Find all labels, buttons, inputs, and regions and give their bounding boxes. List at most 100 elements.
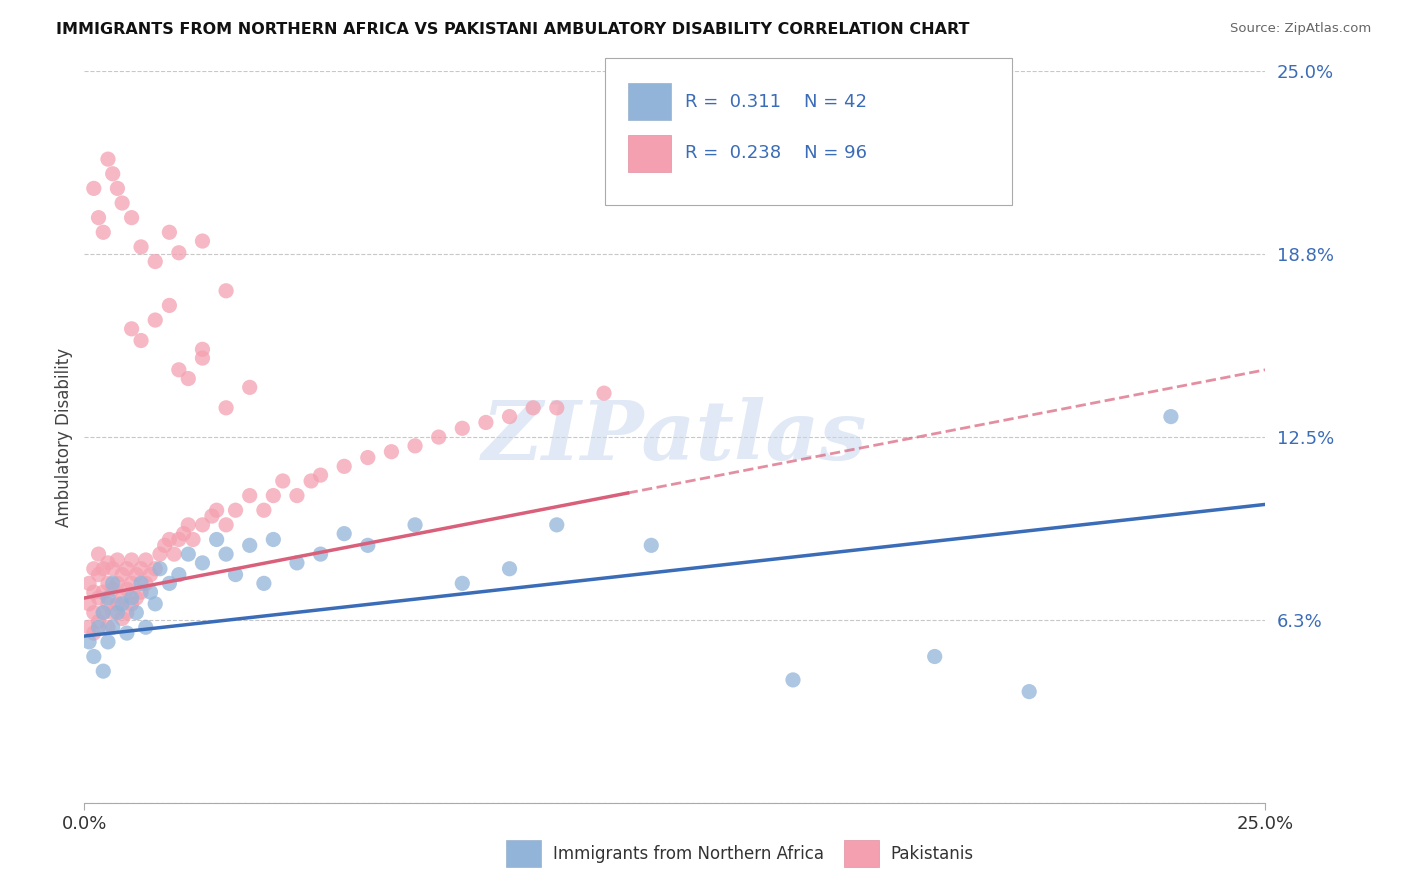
Text: Immigrants from Northern Africa: Immigrants from Northern Africa bbox=[553, 845, 824, 863]
Point bbox=[357, 538, 380, 552]
Point bbox=[135, 553, 157, 567]
Point bbox=[546, 517, 568, 532]
Point bbox=[107, 597, 129, 611]
Point bbox=[163, 547, 186, 561]
Point bbox=[451, 421, 474, 435]
Point bbox=[135, 620, 157, 634]
Text: Pakistanis: Pakistanis bbox=[890, 845, 973, 863]
Point bbox=[107, 181, 129, 195]
Point bbox=[111, 597, 134, 611]
Point bbox=[115, 626, 138, 640]
Point bbox=[299, 474, 322, 488]
Point bbox=[239, 489, 262, 503]
Point bbox=[107, 576, 129, 591]
Point bbox=[167, 245, 190, 260]
Point bbox=[498, 562, 520, 576]
Point bbox=[77, 620, 100, 634]
Point bbox=[97, 635, 120, 649]
Point bbox=[121, 211, 143, 225]
Point bbox=[225, 567, 247, 582]
Point bbox=[121, 591, 143, 605]
Point bbox=[83, 606, 105, 620]
Y-axis label: Ambulatory Disability: Ambulatory Disability bbox=[55, 348, 73, 526]
Point bbox=[191, 351, 214, 365]
Point bbox=[83, 181, 105, 195]
Point bbox=[225, 503, 247, 517]
Point bbox=[191, 234, 214, 248]
Point bbox=[167, 567, 190, 582]
Point bbox=[143, 562, 166, 576]
Point bbox=[87, 591, 110, 605]
Point bbox=[83, 562, 105, 576]
Text: Source: ZipAtlas.com: Source: ZipAtlas.com bbox=[1230, 22, 1371, 36]
Point bbox=[157, 533, 180, 547]
Point bbox=[125, 591, 148, 605]
Point bbox=[262, 533, 284, 547]
Point bbox=[111, 611, 134, 625]
Point bbox=[309, 547, 332, 561]
Point bbox=[107, 553, 129, 567]
Point bbox=[83, 649, 105, 664]
Point bbox=[97, 576, 120, 591]
Point bbox=[87, 567, 110, 582]
Point bbox=[87, 615, 110, 629]
Point bbox=[451, 576, 474, 591]
Point bbox=[135, 576, 157, 591]
Point bbox=[77, 635, 100, 649]
Point bbox=[167, 363, 190, 377]
Point bbox=[91, 606, 114, 620]
Point bbox=[91, 606, 114, 620]
Point bbox=[205, 503, 228, 517]
Point bbox=[125, 567, 148, 582]
Text: R =  0.238    N = 96: R = 0.238 N = 96 bbox=[685, 145, 866, 162]
Text: IMMIGRANTS FROM NORTHERN AFRICA VS PAKISTANI AMBULATORY DISABILITY CORRELATION C: IMMIGRANTS FROM NORTHERN AFRICA VS PAKIS… bbox=[56, 22, 970, 37]
Point bbox=[924, 649, 946, 664]
Text: R =  0.311    N = 42: R = 0.311 N = 42 bbox=[685, 93, 866, 111]
Point bbox=[139, 585, 162, 599]
Point bbox=[205, 533, 228, 547]
Point bbox=[87, 620, 110, 634]
Point bbox=[191, 343, 214, 357]
Point bbox=[125, 606, 148, 620]
Point bbox=[271, 474, 294, 488]
Point bbox=[139, 567, 162, 582]
Point bbox=[404, 517, 426, 532]
Point bbox=[215, 284, 238, 298]
Point bbox=[101, 606, 124, 620]
Point bbox=[201, 509, 224, 524]
Point bbox=[111, 567, 134, 582]
Point bbox=[215, 401, 238, 415]
Point bbox=[115, 562, 138, 576]
Point bbox=[101, 167, 124, 181]
Point bbox=[91, 585, 114, 599]
Point bbox=[83, 626, 105, 640]
Point bbox=[97, 591, 120, 605]
Point bbox=[153, 538, 176, 552]
Point bbox=[97, 152, 120, 166]
Point bbox=[143, 597, 166, 611]
Point bbox=[285, 556, 308, 570]
Point bbox=[593, 386, 616, 401]
Point bbox=[1018, 684, 1040, 698]
Point bbox=[1160, 409, 1182, 424]
Point bbox=[121, 597, 143, 611]
Point bbox=[640, 538, 662, 552]
Point bbox=[239, 538, 262, 552]
Point bbox=[83, 585, 105, 599]
Point bbox=[111, 591, 134, 605]
Point bbox=[77, 597, 100, 611]
Point bbox=[97, 556, 120, 570]
Point bbox=[91, 562, 114, 576]
Point bbox=[427, 430, 450, 444]
Point bbox=[546, 401, 568, 415]
Point bbox=[129, 576, 152, 591]
Point bbox=[101, 620, 124, 634]
Point bbox=[333, 459, 356, 474]
Point bbox=[357, 450, 380, 465]
Point bbox=[404, 439, 426, 453]
Point bbox=[253, 576, 276, 591]
Point bbox=[87, 211, 110, 225]
Point bbox=[129, 585, 152, 599]
Point bbox=[309, 468, 332, 483]
Point bbox=[782, 673, 804, 687]
